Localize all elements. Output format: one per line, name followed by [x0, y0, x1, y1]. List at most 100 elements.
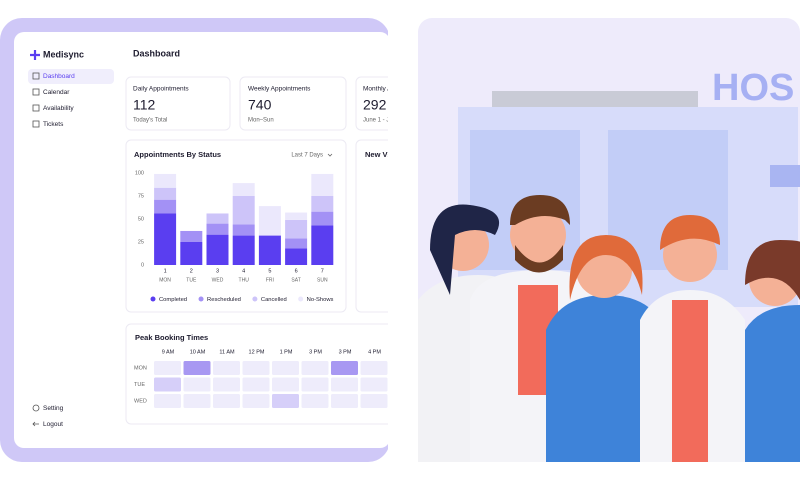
stat-label: Weekly Appointments — [248, 86, 311, 93]
legend-label: Rescheduled — [207, 297, 241, 303]
bar-segment — [180, 242, 203, 265]
bar-segment — [311, 196, 334, 212]
stat-value: 112 — [133, 97, 156, 113]
heat-cell — [331, 361, 358, 375]
column-label: 1 PM — [280, 349, 293, 355]
bar-segment — [206, 223, 229, 235]
bar-segment — [154, 213, 177, 265]
heat-cell — [272, 361, 299, 375]
column-label: 3 PM — [309, 349, 322, 355]
nav-item[interactable]: Availability — [43, 105, 74, 112]
heat-cell — [213, 361, 240, 375]
stat-note: Today's Total — [133, 118, 167, 124]
heat-cell — [301, 377, 329, 392]
x-tick-label: 3 — [216, 268, 219, 274]
heat-cell — [154, 361, 181, 375]
y-tick-label: 100 — [135, 170, 144, 176]
stat-note: Mon–Sun — [248, 118, 274, 124]
filter-dropdown[interactable]: Last 7 Days — [291, 153, 323, 159]
x-tick-label: 4 — [242, 268, 245, 274]
side-card-title: New Vs — [365, 150, 392, 159]
bar-segment — [232, 196, 255, 225]
bar-segment — [311, 211, 334, 226]
heat-cell — [360, 394, 388, 408]
stat-label: Daily Appointments — [133, 86, 189, 93]
x-day-label: THU — [239, 277, 250, 283]
bar-segment — [232, 224, 255, 236]
heat-cell — [360, 361, 388, 375]
x-day-label: TUE — [186, 277, 197, 283]
bar-segment — [154, 187, 177, 200]
nav-item[interactable]: Logout — [43, 421, 63, 428]
dropdown-icon — [327, 153, 333, 157]
nav-item[interactable]: Setting — [43, 405, 64, 412]
bar-segment — [258, 235, 281, 265]
bar-segment — [311, 225, 334, 265]
legend-label: Cancelled — [261, 297, 287, 303]
bar-segment — [285, 219, 308, 239]
doctors — [418, 195, 800, 462]
illustration: HOS — [418, 18, 800, 462]
heat-cell — [213, 394, 240, 408]
legend-swatch — [252, 296, 258, 302]
x-day-label: MON — [159, 277, 171, 283]
column-label: 11 AM — [219, 349, 235, 355]
legend-swatch — [150, 296, 156, 302]
x-tick-label: 5 — [268, 268, 271, 274]
bar-segment — [285, 212, 308, 220]
sidebar: Medisync Dashboard Calendar Availability… — [28, 49, 114, 428]
column-label: 9 AM — [162, 349, 175, 355]
chart: 0 25 50 75 100 1 MON 2 TUE 3 WED 4 THU 5 FRI 6 SAT 7 SUN Co… — [135, 170, 334, 303]
heat-cell — [154, 394, 181, 408]
heatmap-title: Peak Booking Times — [135, 333, 208, 342]
nav-active-bg — [28, 69, 114, 84]
y-tick-label: 25 — [138, 239, 144, 245]
row-label: WED — [134, 398, 147, 404]
heat-cell — [242, 377, 270, 392]
y-tick-label: 0 — [141, 262, 144, 268]
bar-segment — [311, 173, 334, 196]
nav-item[interactable]: Dashboard — [43, 73, 75, 80]
legend-swatch — [298, 296, 304, 302]
heat-cell — [242, 361, 270, 375]
column-label: 10 AM — [190, 349, 206, 355]
y-tick-label: 75 — [138, 193, 144, 199]
bar-segment — [285, 238, 308, 249]
bar-segment — [285, 248, 308, 265]
hospital-sign: HOS — [712, 67, 794, 109]
heatmap: 9 AM 10 AM 11 AM 12 PM 1 PM 3 PM 3 PM 4 PM MON TU… — [134, 349, 388, 408]
legend-label: No-Shows — [307, 297, 334, 303]
x-tick-label: 7 — [321, 268, 324, 274]
heat-cell — [213, 377, 240, 392]
heat-cell — [272, 377, 299, 392]
bar-segment — [206, 213, 229, 224]
x-tick-label: 6 — [295, 268, 298, 274]
heat-cell — [183, 394, 211, 408]
heat-cell — [360, 377, 388, 392]
chart-title: Appointments By Status — [134, 150, 221, 159]
cross — [770, 165, 800, 187]
column-label: 12 PM — [249, 349, 265, 355]
heat-cell — [242, 394, 270, 408]
nav-item[interactable]: Tickets — [43, 121, 64, 128]
bar-segment — [232, 183, 255, 196]
x-day-label: WED — [212, 277, 224, 283]
x-day-label: SAT — [291, 277, 300, 283]
bar-segment — [154, 199, 177, 214]
bar-segment — [232, 235, 255, 265]
page-title: Dashboard — [133, 48, 180, 58]
nav-item[interactable]: Calendar — [43, 89, 70, 96]
stat-note: June 1 - J — [363, 118, 389, 124]
column-label: 4 PM — [368, 349, 381, 355]
bar-segment — [206, 234, 229, 265]
bar-segment — [180, 230, 203, 242]
row-label: TUE — [134, 382, 145, 388]
heat-cell — [331, 377, 358, 392]
bar-segment — [154, 173, 177, 188]
gap — [388, 0, 418, 480]
heat-cell — [183, 361, 211, 375]
heat-cell — [183, 377, 211, 392]
stat-label: Monthly A — [363, 86, 392, 93]
